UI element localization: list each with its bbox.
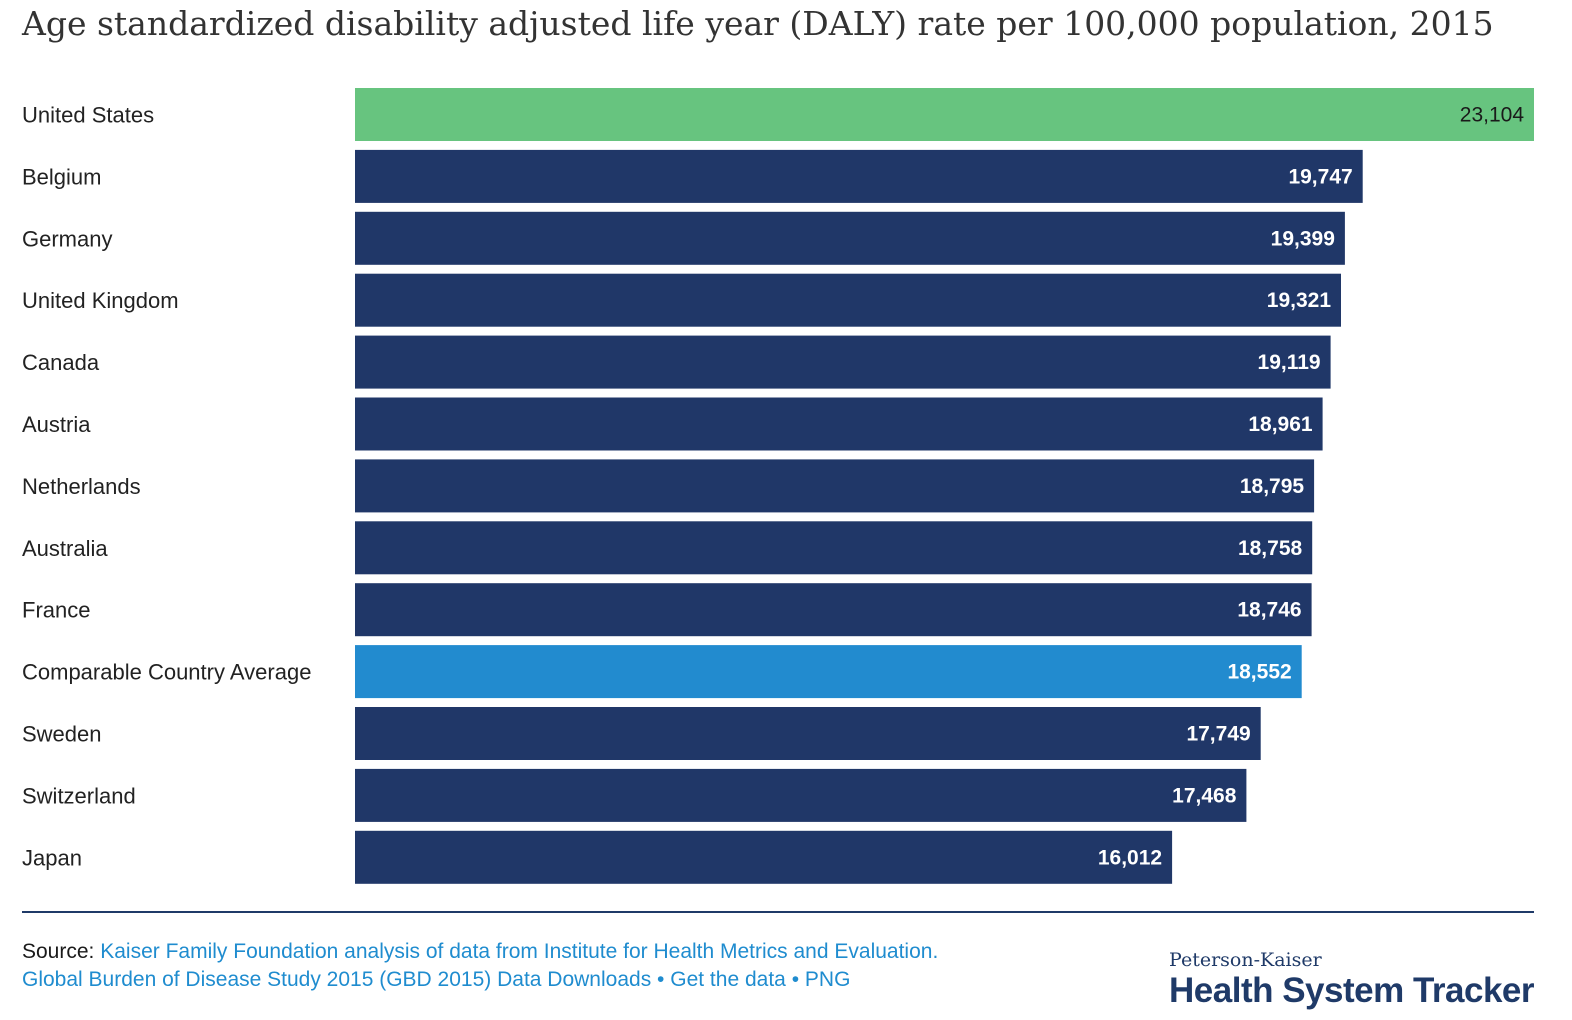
category-label: Canada: [22, 350, 100, 375]
source-link[interactable]: Kaiser Family Foundation analysis of dat…: [100, 940, 939, 963]
value-label: 16,012: [1098, 846, 1162, 869]
value-label: 18,552: [1227, 661, 1291, 684]
value-label: 23,104: [1460, 104, 1525, 127]
bar-germany[interactable]: [355, 211, 1345, 265]
bar-belgium[interactable]: [355, 149, 1363, 203]
value-label: 18,795: [1240, 475, 1305, 498]
value-label: 19,119: [1258, 351, 1321, 374]
bar-australia[interactable]: [355, 521, 1313, 575]
category-label: United Kingdom: [22, 288, 179, 313]
bar-canada[interactable]: [355, 335, 1331, 389]
png-link[interactable]: PNG: [804, 968, 851, 991]
value-label: 17,468: [1172, 784, 1237, 807]
source-label: Source:: [22, 940, 95, 963]
bar-switzerland[interactable]: [355, 768, 1247, 822]
bar-united-kingdom[interactable]: [355, 273, 1341, 327]
category-label: France: [22, 598, 90, 623]
category-label: Sweden: [22, 722, 102, 747]
brand-top-text: Peterson-Kaiser: [1169, 949, 1322, 971]
bar-netherlands[interactable]: [355, 459, 1315, 513]
category-label: Switzerland: [22, 783, 136, 808]
bar-france[interactable]: [355, 583, 1312, 637]
separator: •: [657, 968, 665, 991]
category-label: Germany: [22, 226, 112, 251]
bar-austria[interactable]: [355, 397, 1323, 451]
category-label: Netherlands: [22, 474, 141, 499]
source-note: Source: Kaiser Family Foundation analysi…: [22, 938, 1102, 994]
bar-united-states[interactable]: [355, 88, 1534, 141]
value-label: 19,399: [1271, 227, 1335, 250]
category-label: Australia: [22, 536, 108, 561]
dataset-link[interactable]: Global Burden of Disease Study 2015 (GBD…: [22, 968, 652, 991]
category-label: Comparable Country Average: [22, 660, 311, 685]
category-label: Belgium: [22, 164, 101, 189]
separator: •: [791, 968, 800, 991]
brand-logo[interactable]: Peterson-Kaiser Health System Tracker: [1169, 948, 1534, 1010]
value-label: 17,749: [1186, 723, 1250, 746]
value-label: 18,746: [1237, 599, 1301, 622]
bar-japan[interactable]: [355, 830, 1173, 884]
value-label: 18,758: [1238, 537, 1303, 560]
bar-chart: United States 23,104 Belgium 19,747 Germany 1…: [22, 88, 1534, 884]
value-label: 18,961: [1248, 413, 1313, 436]
chart-title: Age standardized disability adjusted lif…: [22, 4, 1494, 43]
value-label: 19,321: [1267, 289, 1332, 312]
brand-bottom-text: Health System Tracker: [1169, 971, 1534, 1010]
get-the-data-link[interactable]: Get the data: [670, 968, 786, 991]
footer-divider: [22, 911, 1534, 913]
value-label: 19,747: [1288, 165, 1352, 188]
bar-sweden[interactable]: [355, 707, 1261, 760]
bar-comparable-country-average[interactable]: [355, 645, 1302, 699]
category-label: Austria: [22, 412, 91, 437]
category-label: United States: [22, 103, 154, 128]
category-label: Japan: [22, 845, 82, 870]
